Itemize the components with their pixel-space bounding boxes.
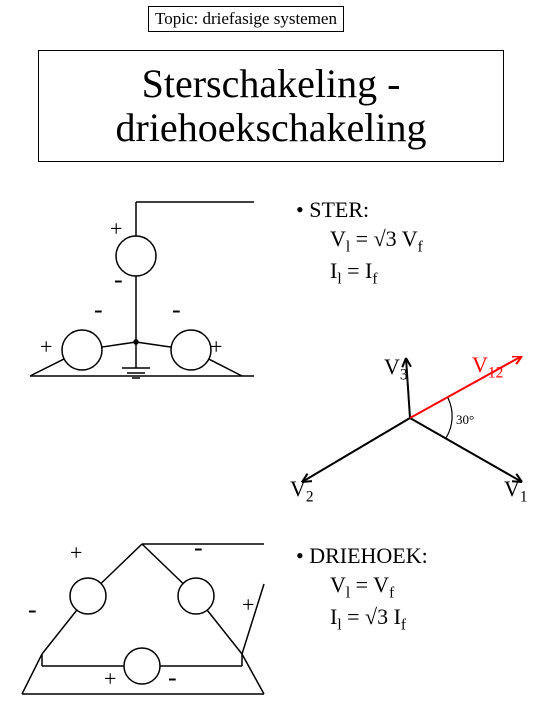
svg-text:+: +: [210, 334, 222, 359]
page-title: Sterschakeling - driehoekschakeling: [39, 62, 503, 150]
star-eq1: Vl = √3 Vf: [330, 225, 423, 257]
delta-eq2: Il = √3 If: [330, 603, 428, 635]
delta-eq1: Vl = Vf: [330, 571, 428, 603]
star-bullet: • STER:: [296, 196, 423, 225]
phasor-label: V3: [384, 354, 408, 384]
phasor-label: V2: [290, 476, 314, 506]
svg-text:-: -: [194, 533, 203, 562]
star-bullet-block: • STER: Vl = √3 Vf Il = If: [296, 196, 423, 289]
star-diagram: +--+-+: [12, 192, 256, 393]
topic-label: Topic: driefasige systemen: [155, 9, 337, 28]
title-box: Sterschakeling - driehoekschakeling: [38, 50, 504, 162]
phasor-diagram: V1V2V3V1230°: [294, 356, 526, 489]
svg-text:-: -: [168, 663, 177, 692]
svg-text:+: +: [242, 592, 254, 617]
delta-bullet-block: • DRIEHOEK: Vl = Vf Il = √3 If: [296, 542, 428, 635]
svg-text:+: +: [110, 216, 122, 241]
svg-text:-: -: [28, 595, 37, 624]
svg-text:-: -: [114, 265, 123, 294]
phasor-label: V12: [472, 352, 503, 382]
delta-diagram: + - - + + -: [12, 524, 270, 709]
angle-label: 30°: [456, 412, 474, 428]
svg-text:-: -: [94, 295, 103, 324]
delta-bullet: • DRIEHOEK:: [296, 542, 428, 571]
topic-box: Topic: driefasige systemen: [148, 6, 344, 32]
star-eq2: Il = If: [330, 257, 423, 289]
phasor-label: V1: [504, 476, 528, 506]
svg-text:+: +: [40, 334, 52, 359]
svg-text:-: -: [172, 295, 181, 324]
svg-text:+: +: [104, 666, 116, 691]
svg-text:+: +: [70, 540, 82, 565]
